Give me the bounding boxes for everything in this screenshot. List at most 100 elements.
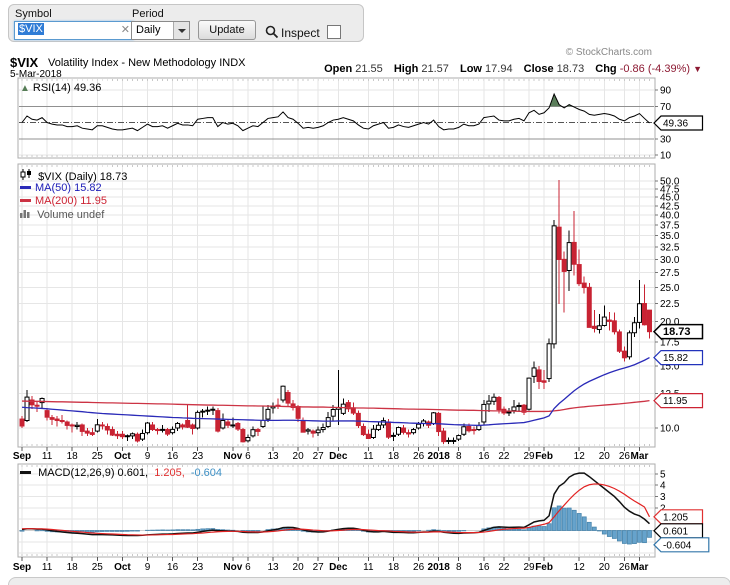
open-value: 21.55: [355, 63, 383, 75]
svg-text:11: 11: [42, 562, 53, 573]
svg-text:26: 26: [413, 562, 425, 573]
svg-text:15.82: 15.82: [663, 353, 688, 364]
svg-text:10: 10: [660, 151, 672, 162]
svg-text:Mar: Mar: [631, 451, 649, 462]
svg-text:2018: 2018: [428, 562, 451, 573]
svg-text:25: 25: [92, 451, 104, 462]
svg-text:2018: 2018: [428, 451, 451, 462]
svg-text:37.5: 37.5: [660, 221, 680, 232]
svg-text:10.0: 10.0: [660, 424, 680, 435]
svg-text:Feb: Feb: [535, 562, 553, 573]
svg-text:90: 90: [660, 86, 672, 97]
macd-legend: MACD(12,26,9) 0.601, 1.205, -0.604: [20, 467, 222, 479]
ma50-legend-text: MA(50) 15.82: [35, 182, 102, 194]
svg-text:13: 13: [267, 451, 279, 462]
chg-down-triangle-icon[interactable]: ▼: [693, 64, 702, 74]
svg-text:18: 18: [67, 562, 79, 573]
period-label: Period: [132, 8, 164, 20]
svg-text:20: 20: [293, 562, 305, 573]
volume-legend-text: Volume undef: [37, 209, 105, 221]
svg-text:26: 26: [619, 562, 631, 573]
update-button[interactable]: Update: [198, 20, 256, 40]
macd-hist-value: -0.604: [190, 467, 223, 479]
svg-text:-0.604: -0.604: [663, 540, 692, 551]
svg-text:6: 6: [245, 451, 251, 462]
low-value: 17.94: [485, 63, 513, 75]
svg-text:6: 6: [245, 562, 251, 573]
main-legend-volume: Volume undef: [20, 208, 104, 221]
macd-signal-value: 1.205,: [154, 467, 185, 479]
svg-text:Sep: Sep: [13, 562, 31, 573]
copyright: © StockCharts.com: [565, 47, 652, 58]
rsi-legend: ▲ RSI(14) 49.36: [20, 82, 101, 94]
svg-text:18: 18: [388, 562, 400, 573]
svg-text:32.5: 32.5: [660, 243, 680, 254]
inspect-checkbox[interactable]: [327, 25, 341, 39]
close-value: 18.73: [556, 63, 585, 75]
svg-text:11: 11: [42, 451, 53, 462]
svg-text:42.5: 42.5: [660, 201, 680, 212]
svg-text:27: 27: [313, 451, 325, 462]
svg-text:50.0: 50.0: [660, 176, 680, 187]
svg-text:26: 26: [619, 451, 631, 462]
svg-text:27: 27: [313, 562, 325, 573]
candlestick-icon: [20, 169, 32, 183]
svg-text:0.601: 0.601: [663, 526, 688, 537]
low-label: Low: [459, 63, 482, 75]
svg-text:Oct: Oct: [114, 451, 131, 462]
svg-text:Oct: Oct: [114, 562, 131, 573]
main-legend-symbol: $VIX (Daily) 18.73: [20, 169, 127, 183]
svg-text:17.5: 17.5: [660, 338, 680, 349]
svg-text:30: 30: [660, 134, 672, 145]
high-value: 21.57: [421, 63, 449, 75]
chg-label: Chg: [595, 63, 617, 75]
bottom-panel: [8, 577, 730, 585]
macd-legend-text: MACD(12,26,9) 0.601,: [38, 467, 149, 479]
open-label: Open: [324, 63, 353, 75]
clear-icon[interactable]: ✕: [120, 24, 130, 36]
svg-text:20: 20: [599, 562, 611, 573]
svg-text:5: 5: [660, 469, 666, 480]
svg-text:13: 13: [267, 562, 279, 573]
period-select[interactable]: Daily: [131, 21, 190, 40]
svg-text:3: 3: [660, 492, 666, 503]
toolbar: Symbol $VIX ✕ Period Daily Update Inspec…: [8, 4, 364, 42]
svg-text:20.0: 20.0: [660, 317, 680, 328]
line-swatch-icon: [20, 186, 31, 189]
svg-text:2: 2: [660, 503, 666, 514]
svg-text:Dec: Dec: [329, 562, 348, 573]
svg-text:16: 16: [167, 562, 179, 573]
main-legend-ma200: MA(200) 11.95: [20, 195, 107, 207]
close-label: Close: [523, 63, 554, 75]
period-select-value: Daily: [136, 24, 161, 36]
ma200-legend-text: MA(200) 11.95: [35, 195, 107, 207]
svg-text:30.0: 30.0: [660, 255, 680, 266]
svg-text:Nov: Nov: [223, 451, 242, 462]
main-legend-symbol-text: $VIX (Daily) 18.73: [38, 171, 128, 183]
symbol-input-value: $VIX: [18, 23, 44, 35]
symbol-input[interactable]: $VIX ✕: [14, 21, 134, 40]
main-legend-ma50: MA(50) 15.82: [20, 182, 102, 194]
inspect-label: Inspect: [281, 26, 320, 40]
svg-text:45.0: 45.0: [660, 193, 680, 204]
svg-text:Dec: Dec: [329, 451, 348, 462]
svg-text:16: 16: [478, 451, 490, 462]
svg-text:9: 9: [145, 451, 151, 462]
svg-text:22: 22: [498, 451, 510, 462]
rsi-legend-text: RSI(14) 49.36: [32, 82, 102, 94]
svg-text:12: 12: [574, 562, 586, 573]
high-label: High: [393, 63, 419, 75]
svg-text:29: 29: [523, 451, 535, 462]
svg-text:23: 23: [192, 451, 204, 462]
svg-text:8: 8: [456, 451, 462, 462]
svg-text:18: 18: [388, 451, 400, 462]
svg-text:16: 16: [478, 562, 490, 573]
svg-text:11: 11: [363, 562, 374, 573]
svg-text:70: 70: [660, 102, 672, 113]
svg-text:Feb: Feb: [535, 451, 553, 462]
svg-text:49.36: 49.36: [663, 119, 688, 130]
svg-text:23: 23: [192, 562, 204, 573]
svg-text:15.0: 15.0: [660, 361, 680, 372]
svg-text:18: 18: [67, 451, 79, 462]
